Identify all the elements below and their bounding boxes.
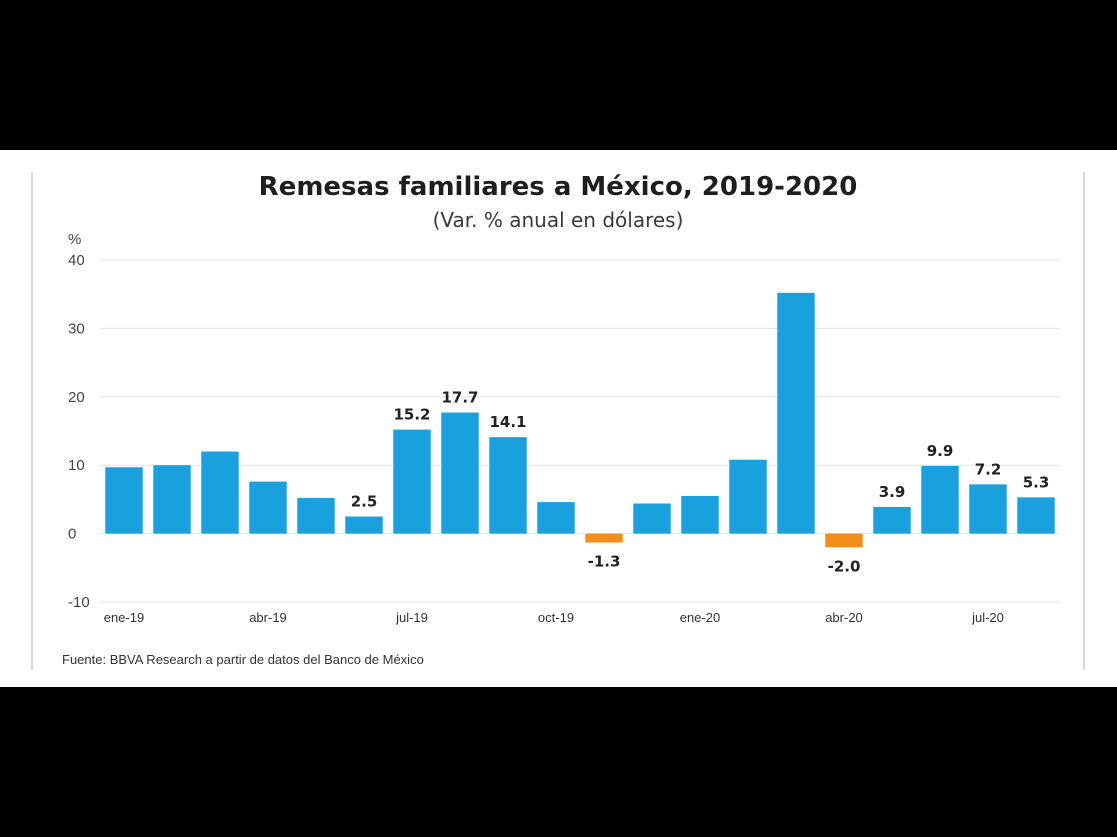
data-label: 7.2 xyxy=(975,460,1002,478)
data-label: 14.1 xyxy=(489,413,526,431)
bar-dic-19 xyxy=(633,503,671,534)
data-label: 2.5 xyxy=(351,493,378,511)
bar-feb-20 xyxy=(729,459,767,534)
bar-nov-19 xyxy=(585,533,623,543)
bar-may-19 xyxy=(297,498,335,534)
data-label: 3.9 xyxy=(879,483,906,501)
bar-chart: Remesas familiares a México, 2019-2020 (… xyxy=(31,172,1085,670)
y-axis-ticks: 40 30 20 10 0 -10 xyxy=(68,252,90,611)
y-tick-label: 0 xyxy=(68,526,76,543)
data-label: 5.3 xyxy=(1023,473,1050,491)
bar-ene-20 xyxy=(681,495,719,534)
data-label: 15.2 xyxy=(393,406,430,424)
bar-ago-19 xyxy=(441,412,479,534)
bar-mar-19 xyxy=(201,451,239,534)
bar-oct-19 xyxy=(537,502,575,534)
x-tick-label: abr-20 xyxy=(825,610,863,625)
bar-ene-19 xyxy=(105,467,143,534)
data-label: -1.3 xyxy=(588,552,621,570)
bar-sep-19 xyxy=(489,437,527,534)
y-tick-label: 30 xyxy=(68,320,85,337)
y-tick-label: 40 xyxy=(68,252,85,269)
x-tick-label: jul-20 xyxy=(971,610,1004,625)
bar-may-20 xyxy=(873,506,911,534)
x-tick-label: oct-19 xyxy=(538,610,574,625)
data-labels: 2.5 15.2 17.7 14.1 -1.3 -2.0 3.9 9.9 7.2 5.3 xyxy=(351,389,1050,576)
x-axis-ticks: ene-19 abr-19 jul-19 oct-19 ene-20 abr-20 jul-… xyxy=(104,610,1004,625)
bars xyxy=(105,292,1055,548)
bar-mar-20 xyxy=(777,292,815,534)
x-tick-label: ene-19 xyxy=(104,610,144,625)
bar-jul-20 xyxy=(969,484,1007,534)
y-axis-unit: % xyxy=(68,231,81,248)
grid-lines xyxy=(100,259,1060,603)
x-tick-label: jul-19 xyxy=(395,610,428,625)
data-label: 17.7 xyxy=(441,389,478,407)
chart-title: Remesas familiares a México, 2019-2020 xyxy=(259,172,858,202)
chart-panel: Remesas familiares a México, 2019-2020 (… xyxy=(0,150,1117,687)
y-tick-label: -10 xyxy=(68,594,90,611)
bar-feb-19 xyxy=(153,465,191,534)
x-tick-label: abr-19 xyxy=(249,610,287,625)
data-label: -2.0 xyxy=(828,557,861,575)
chart-source: Fuente: BBVA Research a partir de datos … xyxy=(62,652,424,667)
y-tick-label: 10 xyxy=(68,457,85,474)
data-label: 9.9 xyxy=(927,442,954,460)
bar-abr-20 xyxy=(825,533,863,548)
bar-jun-19 xyxy=(345,516,383,534)
y-tick-label: 20 xyxy=(68,389,85,406)
bar-abr-19 xyxy=(249,481,287,534)
bar-ago-20 xyxy=(1017,497,1055,534)
x-tick-label: ene-20 xyxy=(680,610,720,625)
chart-subtitle: (Var. % anual en dólares) xyxy=(433,208,684,232)
bar-jul-19 xyxy=(393,429,431,534)
bar-jun-20 xyxy=(921,465,959,534)
